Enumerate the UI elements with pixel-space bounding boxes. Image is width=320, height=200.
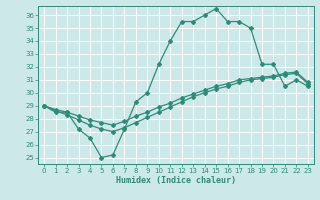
X-axis label: Humidex (Indice chaleur): Humidex (Indice chaleur): [116, 176, 236, 185]
